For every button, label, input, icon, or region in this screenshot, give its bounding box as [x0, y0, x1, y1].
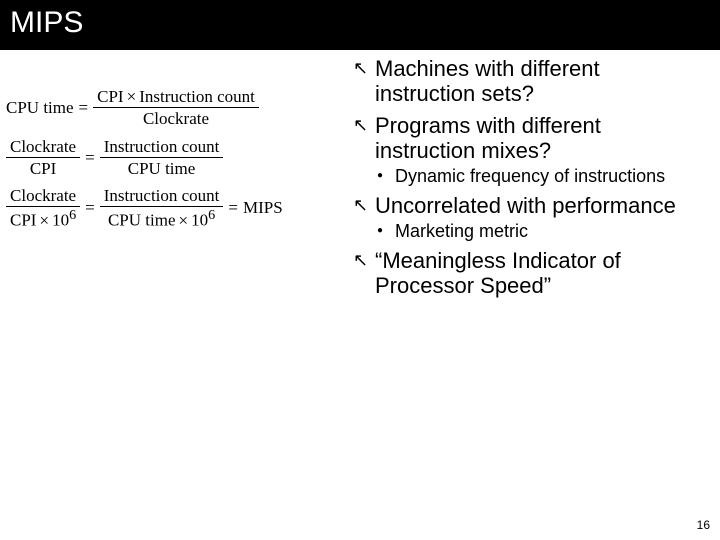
eq1-fraction: CPI×Instruction count Clockrate — [93, 86, 259, 130]
bullet-text: “Meaningless Indicator of Processor Spee… — [375, 248, 621, 298]
eq3-rhs: MIPS — [243, 197, 283, 218]
eq3-mid-num: Instruction count — [100, 185, 224, 207]
equals-sign: = — [85, 197, 95, 218]
eq3-lhs-exp: 6 — [69, 207, 76, 223]
formula-block: CPU time = CPI×Instruction count Clockra… — [6, 86, 351, 231]
bullet-text: Programs with different instruction mixe… — [375, 113, 601, 163]
eq1-num-a: CPI — [97, 87, 123, 106]
eq3-mid-den-a: CPU time — [108, 211, 176, 230]
eq2-rhs-num: Instruction count — [100, 136, 224, 158]
equals-sign: = — [79, 97, 89, 118]
equation-3: Clockrate CPI×106 = Instruction count CP… — [6, 185, 351, 231]
eq2-rhs-den: CPU time — [124, 158, 200, 179]
bullet-list: Machines with different instruction sets… — [351, 56, 688, 298]
eq1-lhs: CPU time — [6, 97, 74, 118]
sub-bullet-list: Marketing metric — [375, 221, 688, 242]
equals-sign: = — [85, 147, 95, 168]
bullet-text: Uncorrelated with performance — [375, 193, 676, 218]
bullet-item: Programs with different instruction mixe… — [351, 113, 688, 187]
eq3-mid-den-b: 10 — [191, 211, 208, 230]
slide: MIPS CPU time = CPI×Instruction count Cl… — [0, 0, 720, 540]
times-sign: × — [36, 211, 52, 230]
content-area: CPU time = CPI×Instruction count Clockra… — [0, 50, 720, 304]
slide-title: MIPS — [10, 6, 710, 40]
eq3-mid-exp: 6 — [208, 207, 215, 223]
eq2-lhs-num: Clockrate — [6, 136, 80, 158]
sub-bullet-item: Marketing metric — [375, 221, 688, 242]
bullet-item: Uncorrelated with performance Marketing … — [351, 193, 688, 242]
sub-bullet-list: Dynamic frequency of instructions — [375, 166, 688, 187]
eq3-lhs-den-b: 10 — [52, 211, 69, 230]
eq1-num-b: Instruction count — [139, 87, 255, 106]
bullet-item: “Meaningless Indicator of Processor Spee… — [351, 248, 688, 299]
eq3-lhs-fraction: Clockrate CPI×106 — [6, 185, 80, 231]
eq3-mid-fraction: Instruction count CPU time×106 — [100, 185, 224, 231]
sub-bullet-text: Dynamic frequency of instructions — [395, 166, 665, 186]
bullet-item: Machines with different instruction sets… — [351, 56, 688, 107]
eq1-den: Clockrate — [139, 108, 213, 129]
bullet-text: Machines with different instruction sets… — [375, 56, 600, 106]
eq3-lhs-den-a: CPI — [10, 211, 36, 230]
eq3-lhs-num: Clockrate — [6, 185, 80, 207]
times-sign: × — [124, 87, 140, 106]
sub-bullet-text: Marketing metric — [395, 221, 528, 241]
formulas-column: CPU time = CPI×Instruction count Clockra… — [6, 56, 351, 304]
equals-sign: = — [228, 197, 238, 218]
title-bar: MIPS — [0, 0, 720, 50]
eq2-lhs-fraction: Clockrate CPI — [6, 136, 80, 180]
sub-bullet-item: Dynamic frequency of instructions — [375, 166, 688, 187]
equation-2: Clockrate CPI = Instruction count CPU ti… — [6, 136, 351, 180]
eq2-rhs-fraction: Instruction count CPU time — [100, 136, 224, 180]
equation-1: CPU time = CPI×Instruction count Clockra… — [6, 86, 351, 130]
page-number: 16 — [697, 518, 710, 532]
eq2-lhs-den: CPI — [26, 158, 60, 179]
bullets-column: Machines with different instruction sets… — [351, 56, 696, 304]
times-sign: × — [176, 211, 192, 230]
